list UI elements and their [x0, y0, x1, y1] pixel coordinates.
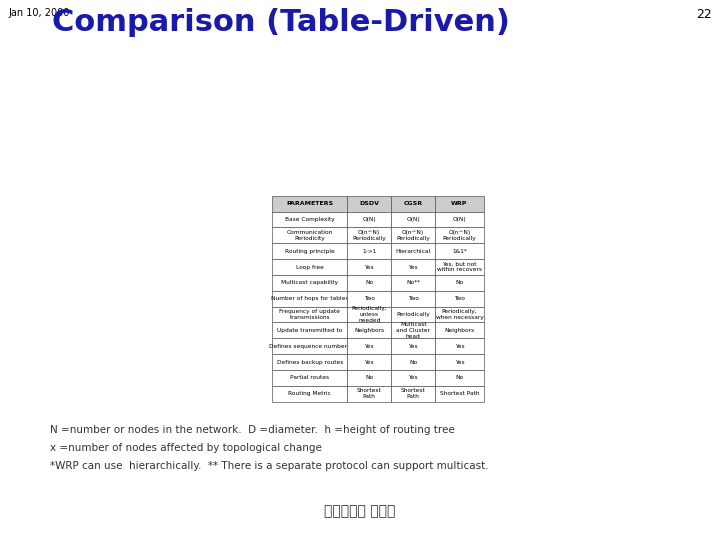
Text: 22: 22 [696, 8, 712, 21]
Text: *WRP can use  hierarchically.  ** There is a separate protocol can support multi: *WRP can use hierarchically. ** There is… [50, 461, 489, 471]
Text: Jan 10, 2000: Jan 10, 2000 [8, 8, 69, 18]
Text: 電信研究所 曾志成: 電信研究所 曾志成 [324, 504, 396, 518]
Text: Comparison (Table-Driven): Comparison (Table-Driven) [52, 8, 510, 37]
Text: x =number of nodes affected by topological change: x =number of nodes affected by topologic… [50, 443, 322, 453]
Text: N =number or nodes in the network.  D =diameter.  h =height of routing tree: N =number or nodes in the network. D =di… [50, 425, 455, 435]
